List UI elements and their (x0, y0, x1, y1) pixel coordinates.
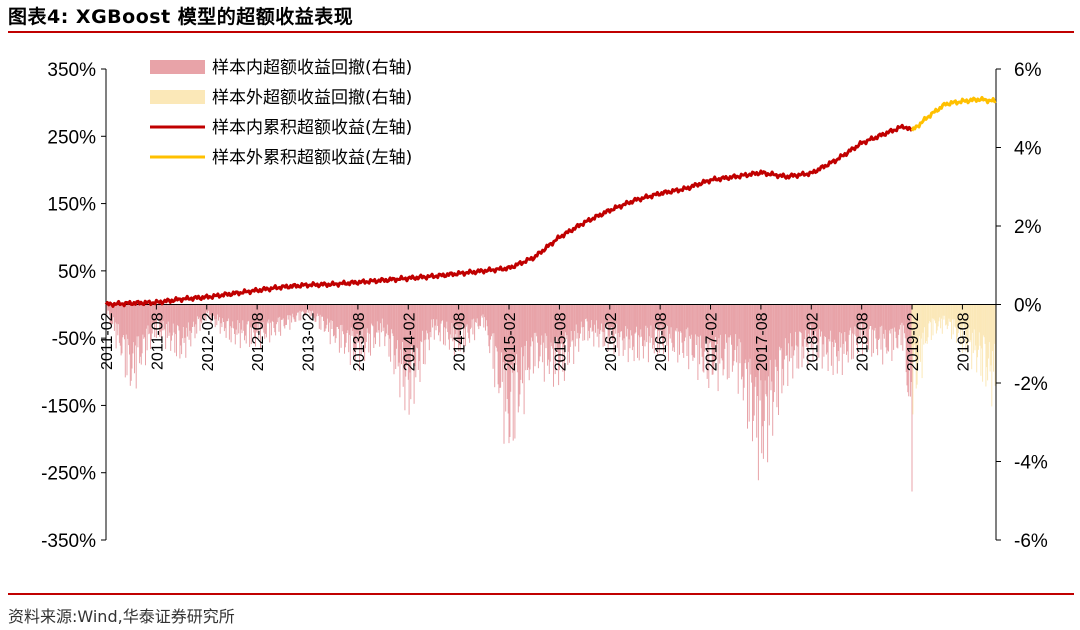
legend-swatch-area (150, 90, 205, 104)
y-right-tick-label: 2% (1014, 217, 1042, 238)
x-tick-label: 2016-08 (653, 312, 670, 371)
x-tick-label: 2014-08 (452, 312, 469, 371)
y-right-tick-label: -6% (1014, 531, 1048, 552)
legend-label: 样本内超额收益回撤(右轴) (212, 58, 412, 78)
y-left-tick-label: 50% (58, 262, 96, 283)
cumulative-lines (104, 95, 997, 308)
x-tick-label: 2019-02 (905, 312, 922, 371)
x-tick-label: 2017-08 (754, 312, 771, 371)
legend-label: 样本外超额收益回撤(右轴) (212, 88, 412, 108)
y-left-tick-label: 350% (47, 60, 96, 81)
x-tick-label: 2017-02 (704, 312, 721, 371)
y-right-tick-label: 4% (1014, 139, 1042, 160)
x-tick-label: 2019-08 (955, 312, 972, 371)
x-tick-label: 2014-02 (401, 312, 418, 371)
x-tick-label: 2015-08 (552, 312, 569, 371)
top-rule (8, 31, 1074, 33)
x-tick-label: 2013-02 (301, 312, 318, 371)
y-right-tick-label: -4% (1014, 453, 1048, 474)
y-right-tick-label: -2% (1014, 374, 1048, 395)
chart-title: 图表4: XGBoost 模型的超额收益表现 (8, 6, 354, 28)
y-left-tick-label: 250% (47, 127, 96, 148)
x-tick-label: 2011-08 (149, 312, 166, 370)
out-sample-cumulative-line (910, 95, 997, 132)
source-note: 资料来源:Wind,华泰证券研究所 (8, 607, 235, 626)
x-tick-label: 2013-08 (351, 312, 368, 371)
x-tick-label: 2015-02 (502, 312, 519, 371)
y-left-tick-label: -50% (52, 329, 96, 350)
x-tick-label: 2012-02 (200, 312, 217, 371)
y-left-tick-label: 150% (47, 195, 96, 216)
legend-label: 样本外累积超额收益(左轴) (212, 148, 412, 168)
y-right-tick-label: 0% (1014, 296, 1042, 317)
y-right-tick-label: 6% (1014, 60, 1042, 81)
x-tick-label: 2012-08 (250, 312, 267, 371)
y-left-tick-label: -350% (41, 531, 96, 552)
legend-label: 样本内累积超额收益(左轴) (212, 118, 412, 138)
axes: 350% 250% 150% 50% -50% -150% -250% -350% 6% 4% 2%… (41, 60, 1048, 552)
legend-swatch-area (150, 60, 205, 74)
x-tick-label: 2018-08 (855, 312, 872, 371)
x-tick-label: 2018-02 (804, 312, 821, 371)
bottom-rule (8, 593, 1074, 595)
y-left-tick-label: -150% (41, 396, 96, 417)
drawdown-bars (105, 304, 997, 492)
y-left-tick-label: -250% (41, 464, 96, 485)
x-tick-label: 2016-02 (603, 312, 620, 371)
legend: 样本内超额收益回撤(右轴) 样本外超额收益回撤(右轴) 样本内累积超额收益(左轴) 样… (150, 58, 412, 168)
x-tick-label: 2011-02 (99, 312, 116, 370)
in-sample-cumulative-line (104, 123, 914, 308)
